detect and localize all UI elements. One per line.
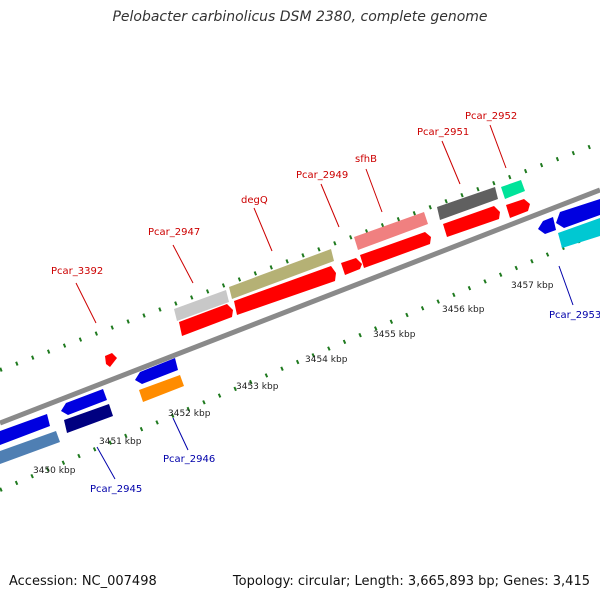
gene-label[interactable]: Pcar_2947 [148,227,200,238]
leader-line [489,124,507,169]
scale-label: 3456 kbp [442,305,485,315]
reverse-gene-labels: Pcar_2945 Pcar_2946 Pcar_2953 [90,310,600,495]
leader-line [172,417,189,451]
scale-label: 3454 kbp [305,355,348,365]
gene-feature[interactable] [437,187,498,220]
gene-feature[interactable] [179,304,233,336]
leader-line [172,244,194,284]
gene-label[interactable]: Pcar_2953 [549,310,600,321]
accession-text: Accession: NC_007498 [9,574,157,589]
leader-line [441,140,461,185]
gene-label[interactable]: Pcar_3392 [51,266,103,277]
gene-feature[interactable] [341,258,362,275]
leader-line [96,446,116,480]
gene-feature[interactable] [354,212,428,250]
leader-line [365,168,383,213]
leader-line [558,265,574,306]
gene-feature[interactable] [139,375,184,402]
reverse-strand-genes [0,199,600,464]
gene-feature[interactable] [234,266,336,315]
gene-label[interactable]: degQ [241,195,268,206]
forward-gene-labels: Pcar_3392 Pcar_2947 degQ Pcar_2949 sfhB … [51,111,517,277]
scale-label: 3452 kbp [168,409,211,419]
gene-label[interactable]: Pcar_2951 [417,127,469,138]
scale-label: 3455 kbp [373,330,416,340]
gene-feature[interactable] [0,431,60,464]
gene-feature[interactable] [538,217,556,234]
scale-labels: 3450 kbp 3451 kbp 3452 kbp 3453 kbp 3454… [33,281,554,476]
gene-feature[interactable] [64,404,113,433]
genome-summary-text: Topology: circular; Length: 3,665,893 bp… [232,574,590,589]
inner-tick-ring [0,230,600,492]
gene-feature[interactable] [174,290,229,321]
scale-label: 3457 kbp [511,281,554,291]
gene-feature[interactable] [558,218,600,248]
gene-feature[interactable] [135,358,178,384]
gene-label[interactable]: Pcar_2952 [465,111,517,122]
figure-title: Pelobacter carbinolicus DSM 2380, comple… [112,9,488,25]
leader-line [320,183,340,228]
gene-feature[interactable] [506,199,530,218]
gene-feature[interactable] [61,389,107,415]
leader-line [75,282,97,324]
gene-feature[interactable] [0,414,50,445]
gene-feature[interactable] [443,206,500,237]
gene-feature[interactable] [360,232,431,268]
gene-label[interactable]: Pcar_2946 [163,454,215,465]
gene-feature[interactable] [105,353,117,367]
gene-feature[interactable] [501,180,525,199]
gene-label[interactable]: Pcar_2949 [296,170,348,181]
gene-feature[interactable] [229,249,334,299]
scale-label: 3450 kbp [33,466,76,476]
scale-label: 3451 kbp [99,437,142,447]
scale-label: 3453 kbp [236,382,279,392]
gene-feature[interactable] [556,199,600,228]
genome-backbone [0,187,600,426]
leader-line [253,207,273,252]
label-leaders [75,124,574,480]
gene-label[interactable]: sfhB [355,154,377,165]
gene-label[interactable]: Pcar_2945 [90,484,142,495]
forward-strand-genes [105,180,530,367]
